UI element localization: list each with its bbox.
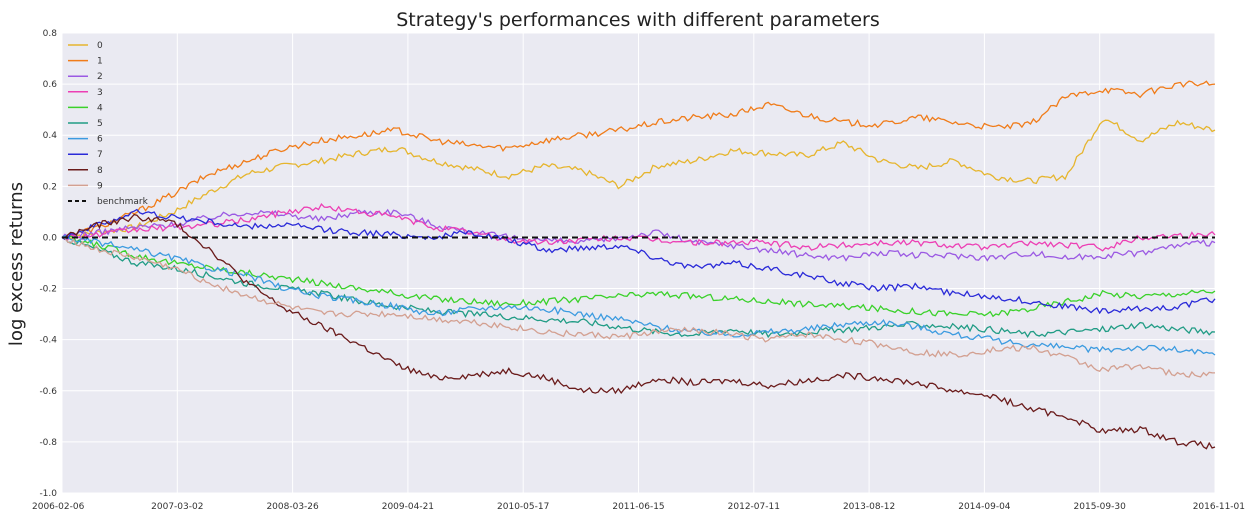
legend: 0 1 2 3 4 5 6 7 8 9 benchmark: [68, 41, 149, 207]
legend-label-9: 9: [97, 181, 103, 191]
series-line-1: [61, 80, 1216, 240]
legend-label-8: 8: [97, 166, 103, 176]
x-tick-label: 2007-03-02: [151, 502, 203, 512]
series-line-3: [61, 203, 1216, 252]
x-tick-label: 2016-11-01: [1193, 502, 1245, 512]
y-tick-label: 0.2: [43, 182, 57, 192]
legend-label-5: 5: [97, 119, 103, 129]
y-tick-label: 0.0: [43, 233, 58, 243]
x-tick-label: 2006-02-06: [32, 502, 85, 512]
series-line-0: [61, 119, 1216, 240]
x-tick-label: 2008-03-26: [266, 502, 319, 512]
series-line-4: [61, 235, 1216, 318]
legend-label-benchmark: benchmark: [97, 197, 149, 207]
y-tick-label: 0.6: [43, 80, 58, 90]
series-line-9: [61, 236, 1216, 378]
series-line-8: [61, 213, 1216, 450]
legend-label-7: 7: [97, 150, 103, 160]
y-axis-label: log excess returns: [6, 182, 27, 346]
x-tick-label: 2011-06-15: [612, 502, 664, 512]
legend-label-0: 0: [97, 41, 103, 51]
y-tick-label: 0.4: [43, 131, 58, 141]
x-tick-label: 2014-09-04: [958, 502, 1011, 512]
y-tick-label: -0.8: [39, 438, 57, 448]
legend-label-2: 2: [97, 72, 103, 82]
y-tick-label: -0.6: [39, 387, 57, 397]
x-tick-label: 2010-05-17: [497, 502, 549, 512]
grid: [61, 32, 1216, 494]
legend-label-6: 6: [97, 135, 103, 145]
series-lines: [61, 80, 1216, 450]
legend-label-1: 1: [97, 57, 103, 67]
y-tick-label: -0.2: [39, 285, 57, 295]
x-tick-label: 2013-08-12: [843, 502, 895, 512]
chart-title: Strategy's performances with different p…: [396, 9, 879, 31]
y-tick-label: -0.4: [39, 336, 57, 346]
y-tick-label: 0.8: [43, 29, 58, 39]
axes: -1.0 -0.8 -0.6 -0.4 -0.2 0.0 0.2 0.4 0.6 0.8 2006-…: [32, 29, 1245, 512]
y-tick-label: -1.0: [39, 489, 57, 499]
x-tick-label: 2015-09-30: [1074, 502, 1127, 512]
legend-label-3: 3: [97, 88, 103, 98]
x-tick-label: 2009-04-21: [382, 502, 434, 512]
x-tick-label: 2012-07-11: [728, 502, 780, 512]
series-line-7: [61, 208, 1216, 315]
legend-label-4: 4: [97, 103, 103, 113]
